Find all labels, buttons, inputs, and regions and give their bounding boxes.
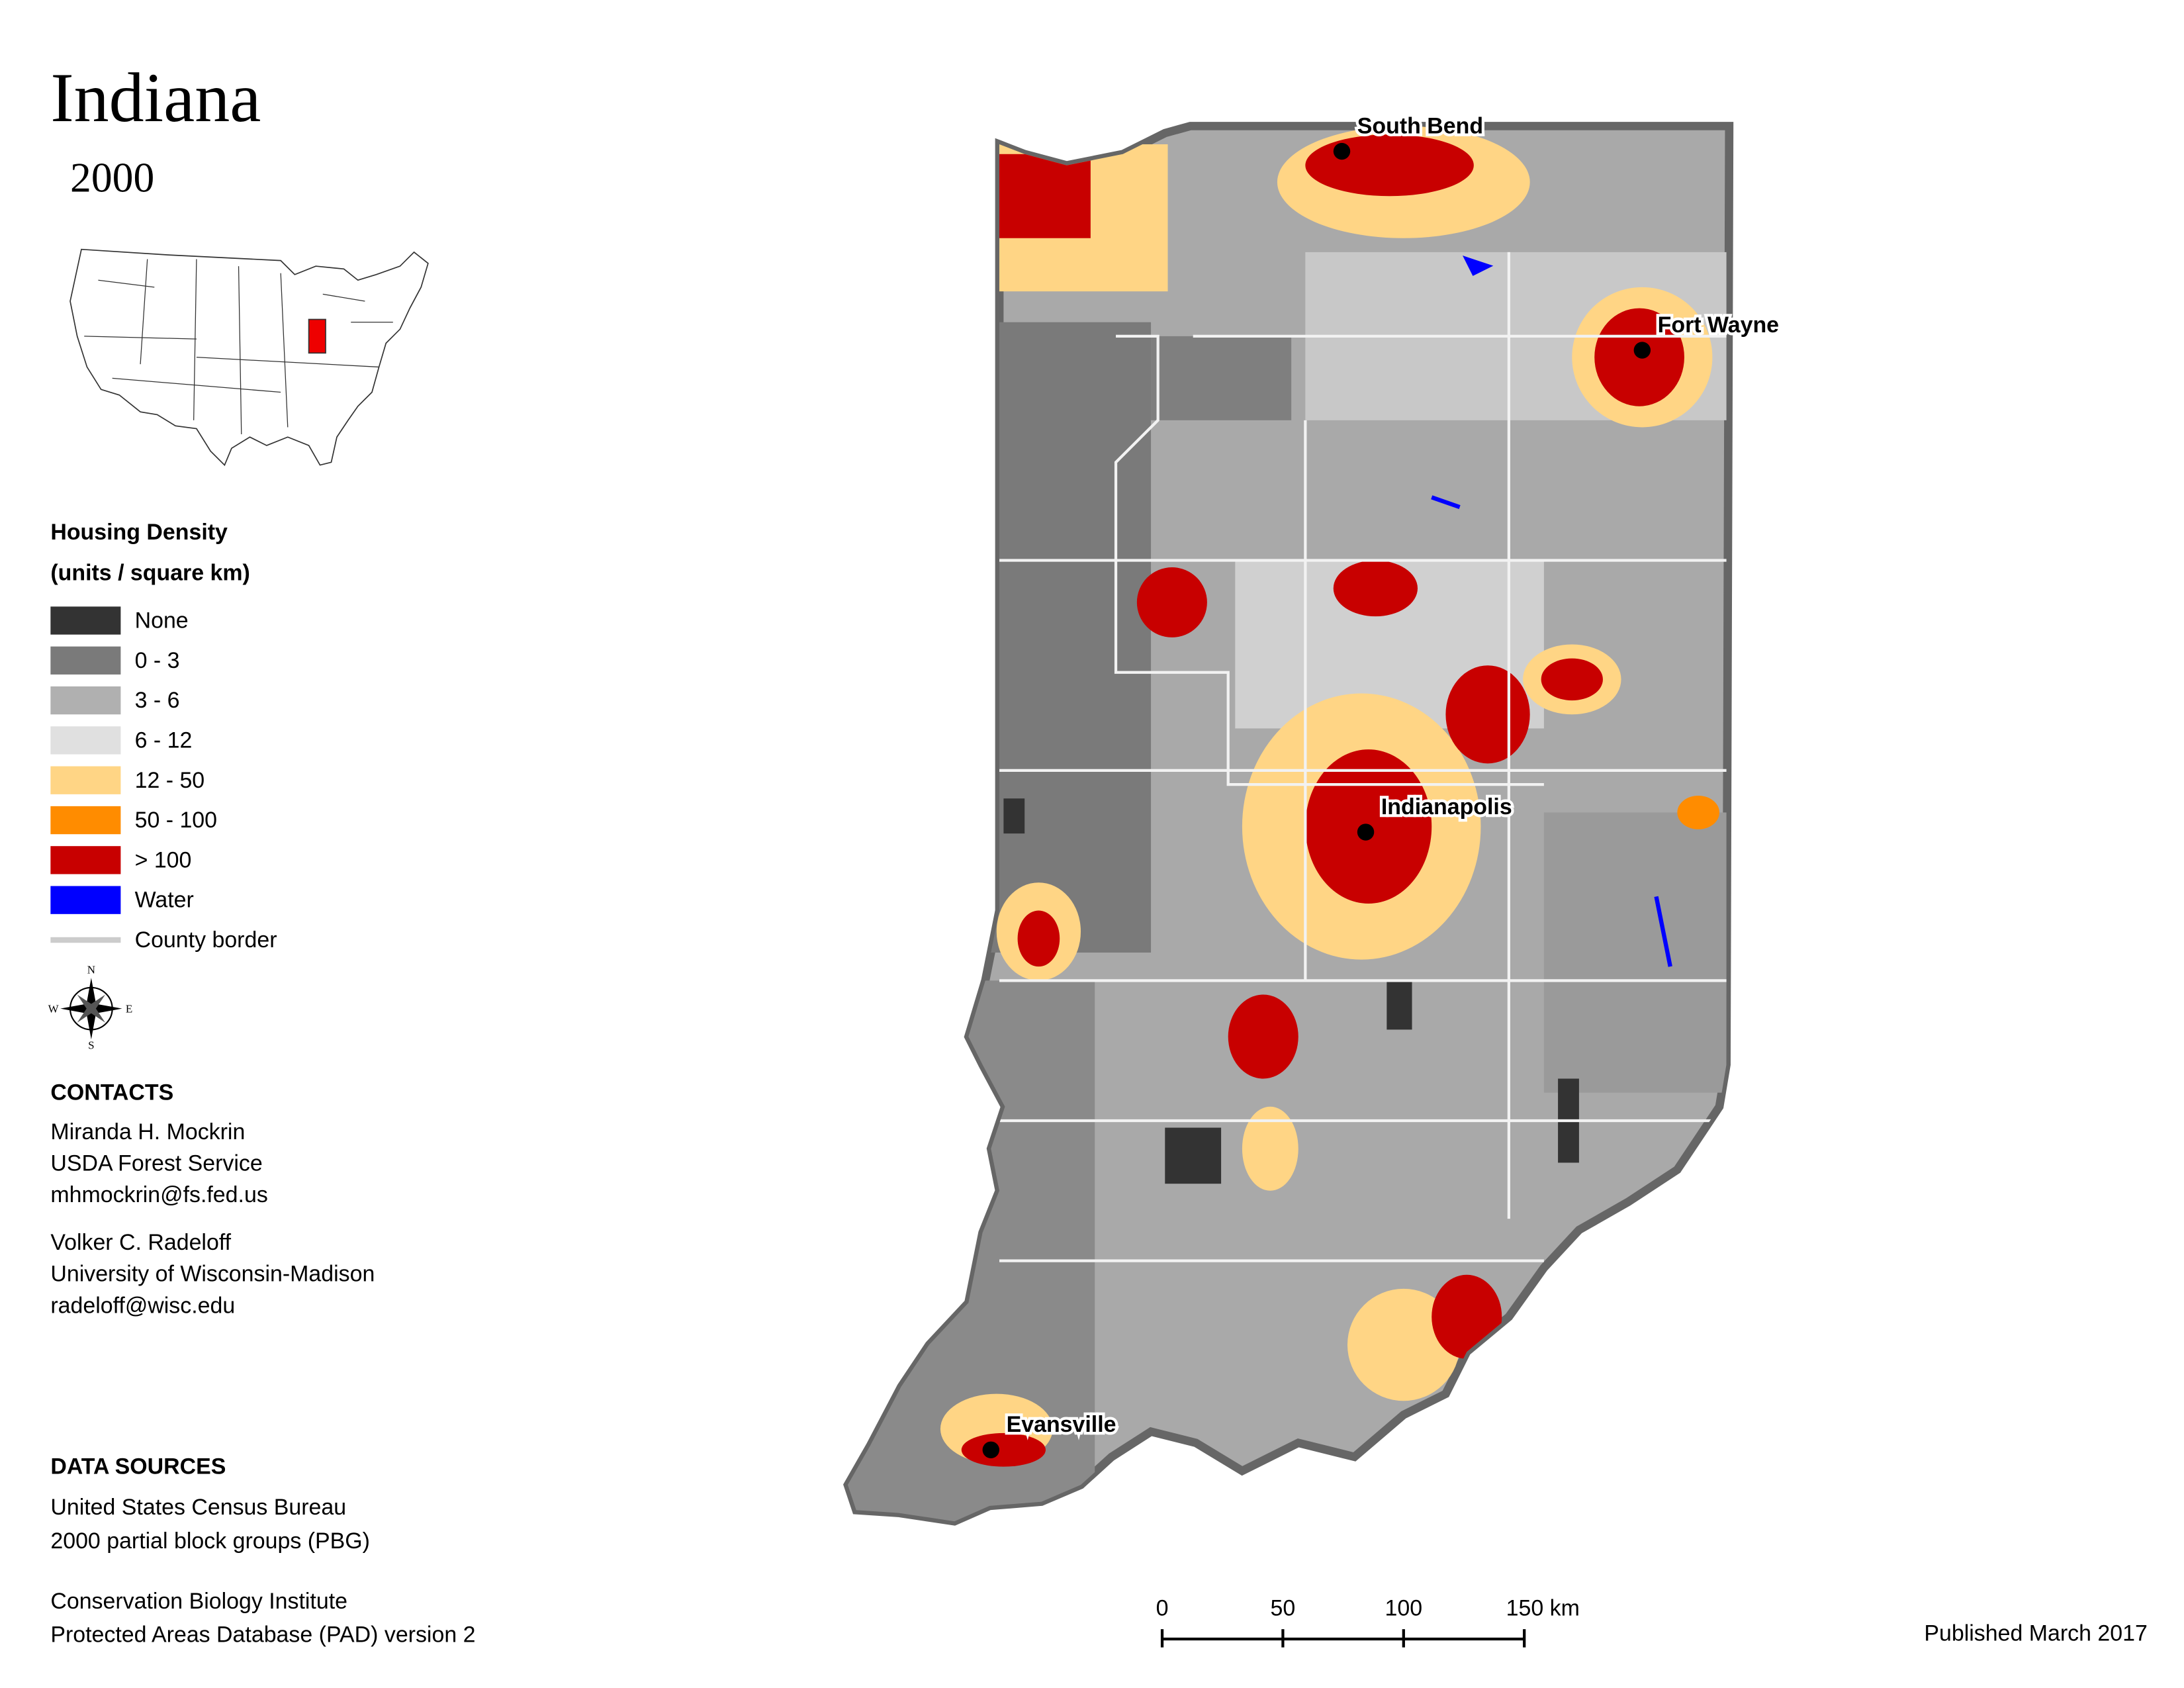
contact-email: radeloff@wisc.edu	[50, 1293, 235, 1318]
city-label: Evansville	[1007, 1412, 1116, 1437]
scale-label: 150 km	[1506, 1595, 1580, 1620]
legend-title: Housing Density	[50, 520, 228, 545]
legend-label: 12 - 50	[135, 768, 205, 793]
city-dot	[982, 1441, 1000, 1458]
subtitle: 2000	[70, 154, 154, 201]
scale-label: 100	[1385, 1595, 1423, 1620]
scale-label: 50	[1271, 1595, 1296, 1620]
legend-swatch	[50, 766, 121, 794]
indiana-highlight	[308, 318, 326, 354]
compass-s: S	[88, 1039, 94, 1052]
compass-w: W	[48, 1003, 59, 1015]
cities: South Bend Fort Wayne Indianapolis Evansvil…	[982, 111, 1782, 1458]
contact-name: Volker C. Radeloff	[50, 1230, 231, 1255]
legend-swatch	[50, 686, 121, 715]
contact-org: University of Wisconsin-Madison	[50, 1262, 375, 1287]
legend-label: None	[135, 608, 189, 633]
legend-swatch	[50, 726, 121, 755]
scale-bar: 0 50 100 150 km	[1156, 1595, 1580, 1648]
legend-swatch	[50, 886, 121, 914]
legend-label: 3 - 6	[135, 688, 180, 713]
source-line: 2000 partial block groups (PBG)	[50, 1528, 370, 1554]
source-line: Protected Areas Database (PAD) version 2	[50, 1622, 475, 1648]
legend-swatch	[50, 846, 121, 874]
city-label: Indianapolis	[1381, 794, 1512, 820]
city-label: Fort Wayne	[1658, 312, 1779, 338]
source-line: United States Census Bureau	[50, 1495, 346, 1520]
title: Indiana	[50, 59, 261, 136]
compass-n: N	[87, 963, 95, 976]
legend-label: > 100	[135, 847, 192, 872]
compass: N E S W	[48, 963, 133, 1051]
sources-title: DATA SOURCES	[50, 1454, 226, 1479]
contacts: Miranda H. Mockrin USDA Forest Service mhm…	[50, 1119, 375, 1318]
scale-label: 0	[1156, 1595, 1169, 1620]
city-dot	[1357, 823, 1375, 841]
source-line: Conservation Biology Institute	[50, 1589, 347, 1614]
legend-swatch	[50, 606, 121, 635]
published: Published March 2017	[1924, 1621, 2147, 1646]
legend-label: 50 - 100	[135, 808, 217, 833]
city-dot	[1333, 142, 1351, 160]
contact-org: USDA Forest Service	[50, 1151, 262, 1176]
legend-label: 0 - 3	[135, 648, 180, 673]
contact-email: mhmockrin@fs.fed.us	[50, 1182, 267, 1207]
legend-swatch	[50, 806, 121, 835]
legend-label: 6 - 12	[135, 728, 193, 753]
us-inset	[69, 248, 429, 467]
legend-label: County border	[135, 927, 277, 953]
legend-label: Water	[135, 888, 194, 913]
contact-name: Miranda H. Mockrin	[50, 1119, 245, 1145]
city-label: South Bend	[1357, 114, 1483, 139]
city-dot	[1633, 342, 1651, 359]
data-sources: United States Census Bureau 2000 partial …	[50, 1495, 475, 1648]
legend: None 0 - 3 3 - 6 6 - 12 12 - 50 50 - 100 > 100…	[50, 606, 217, 914]
legend-swatch	[50, 646, 121, 675]
compass-e: E	[126, 1003, 132, 1015]
contacts-title: CONTACTS	[50, 1080, 173, 1105]
legend-subtitle: (units / square km)	[50, 561, 250, 586]
